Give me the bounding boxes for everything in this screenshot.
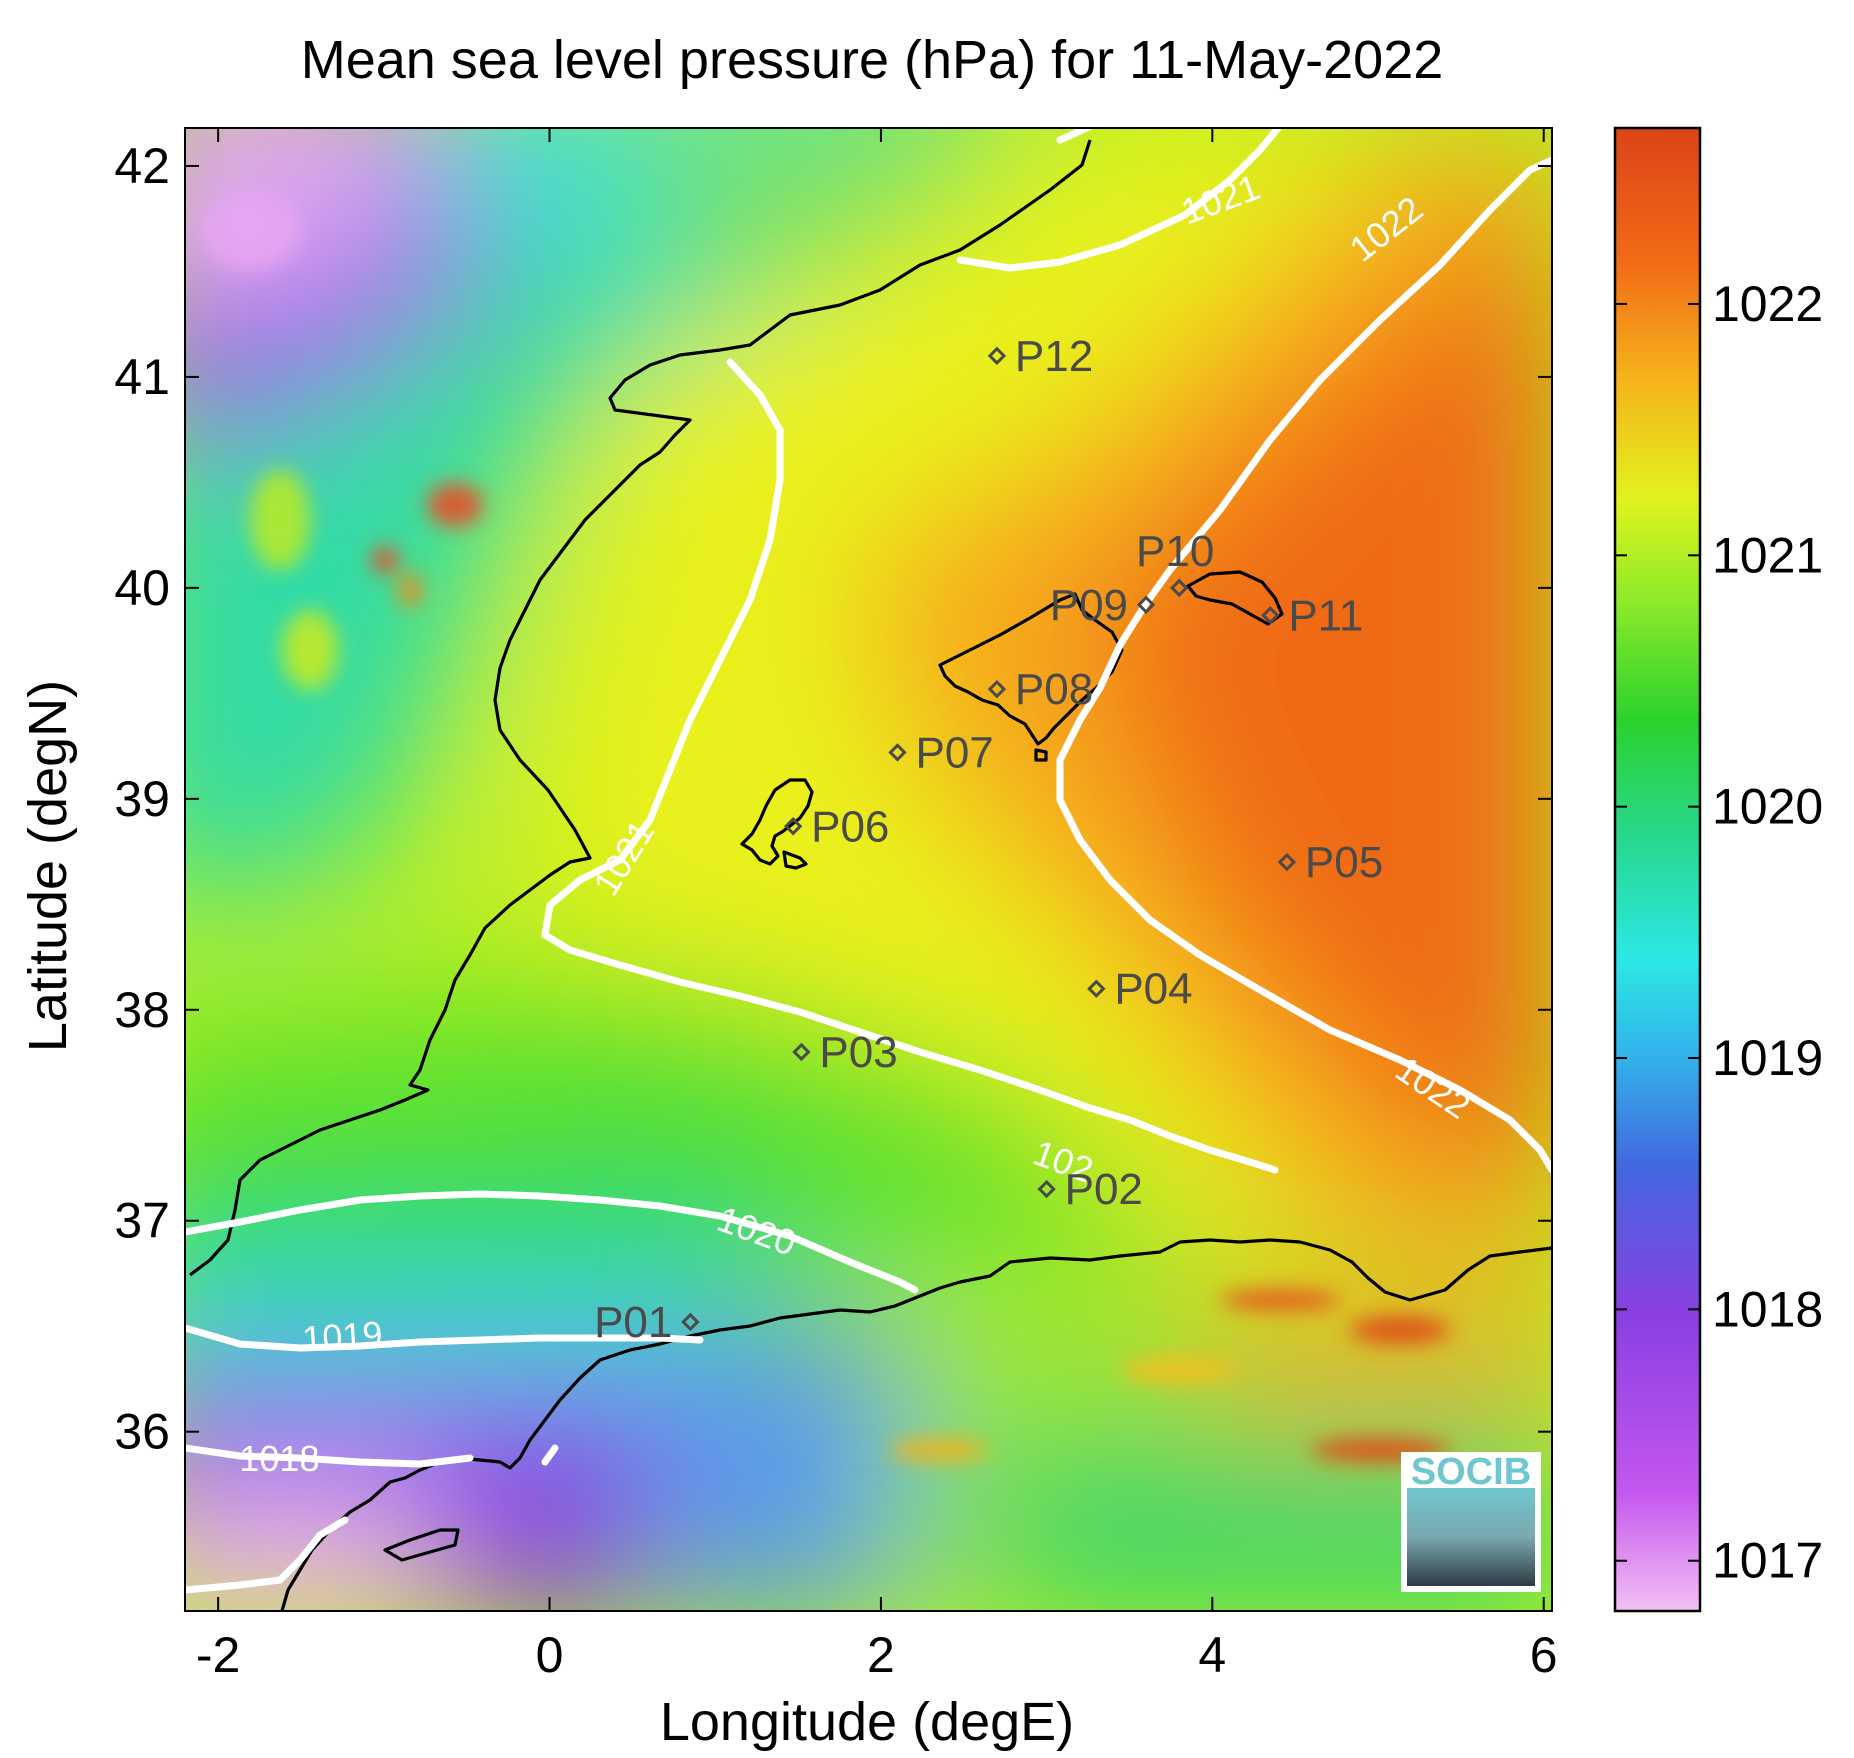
socib-logo: SOCIB <box>1401 1451 1541 1592</box>
station-label: P08 <box>1015 665 1093 714</box>
isobar-1022-east <box>1056 156 1552 1174</box>
x-tick-label: 4 <box>1198 1627 1226 1683</box>
station-label: P04 <box>1114 965 1192 1014</box>
station-label: P06 <box>811 802 889 851</box>
y-tick-label: 40 <box>114 560 170 616</box>
coastline-formentera <box>782 850 808 870</box>
station-label: P05 <box>1305 838 1383 887</box>
coastline-cabrera <box>1034 748 1048 762</box>
colorbar <box>1613 126 1702 1613</box>
coastline-mallorca <box>938 592 1124 746</box>
station-marker <box>792 1042 811 1062</box>
y-axis-ticks: 36 37 38 39 40 41 42 <box>114 138 1552 1460</box>
colorbar-tick-label: 1019 <box>1712 1030 1823 1086</box>
y-tick-label: 38 <box>114 982 170 1038</box>
station-label: P09 <box>1050 581 1128 630</box>
isobar-label: 1019 <box>301 1313 384 1359</box>
station-marker <box>1037 1179 1056 1199</box>
station-marker <box>1277 852 1297 872</box>
colorbar-tick-label: 1020 <box>1712 779 1823 835</box>
coastline-africa-north <box>280 1238 1552 1611</box>
station-marker <box>1169 578 1189 598</box>
x-tick-label: 2 <box>867 1627 895 1683</box>
station-marker <box>987 679 1007 699</box>
y-tick-label: 39 <box>114 771 170 827</box>
coastline-ibiza <box>740 778 814 866</box>
station-label: P11 <box>1288 591 1363 640</box>
isobar-1019 <box>185 1324 704 1352</box>
x-axis-label: Longitude (degE) <box>660 1692 1074 1752</box>
x-tick-label: -2 <box>196 1627 240 1683</box>
y-axis-label: Latitude (degN) <box>18 680 78 1052</box>
station-p05: P05 <box>1277 838 1383 887</box>
y-tick-label: 37 <box>114 1193 170 1249</box>
coastline-iberia-east <box>189 139 1092 1277</box>
isobar-layer <box>185 128 1552 1594</box>
station-p10: P10 <box>1136 527 1214 598</box>
station-marker <box>681 1312 700 1332</box>
station-label: P10 <box>1136 527 1214 576</box>
y-tick-label: 36 <box>114 1404 170 1460</box>
station-p06: P06 <box>783 802 889 851</box>
x-axis-ticks: -2 0 2 4 6 <box>196 128 1558 1683</box>
y-tick-label: 42 <box>114 138 170 194</box>
station-label: P01 <box>594 1298 672 1347</box>
station-p08: P08 <box>987 665 1093 714</box>
station-p09: P09 <box>1050 581 1156 630</box>
colorbar-ticks: 1017 1018 1019 1020 1021 1022 <box>1615 276 1823 1589</box>
socib-logo-text: SOCIB <box>1411 1451 1531 1493</box>
y-tick-label: 41 <box>114 349 170 405</box>
x-tick-label: 0 <box>536 1627 564 1683</box>
station-label: P03 <box>819 1028 897 1077</box>
station-marker <box>1087 979 1106 998</box>
isobar-1021-west <box>541 358 1279 1174</box>
station-marker <box>888 743 907 762</box>
station-p11: P11 <box>1261 591 1363 640</box>
isobar-1018 <box>185 1444 559 1468</box>
station-p03: P03 <box>792 1028 898 1077</box>
station-label: P07 <box>915 728 993 777</box>
x-tick-label: 6 <box>1530 1627 1558 1683</box>
station-p12: P12 <box>987 332 1093 381</box>
coastline-alboran <box>383 1528 460 1562</box>
station-marker <box>1261 606 1280 625</box>
colorbar-tick-label: 1017 <box>1712 1533 1823 1589</box>
station-marker <box>987 346 1007 366</box>
colorbar-tick-label: 1018 <box>1712 1281 1823 1337</box>
isobar-1021-north <box>956 128 1282 272</box>
colorbar-tick-label: 1021 <box>1712 527 1823 583</box>
isobar-1017 <box>185 1516 349 1594</box>
station-label: P02 <box>1065 1165 1143 1214</box>
isobar-1020 <box>185 1190 919 1294</box>
chart-title: Mean sea level pressure (hPa) for 11-May… <box>301 30 1444 90</box>
colorbar-gradient <box>1613 126 1702 1613</box>
station-marker <box>1136 595 1156 614</box>
station-p07: P07 <box>888 728 994 777</box>
plot-frame <box>184 127 1553 1612</box>
station-marker <box>783 817 803 836</box>
isobar-label: 1018 <box>239 1438 319 1479</box>
station-p01: P01 <box>594 1298 700 1347</box>
colorbar-tick-label: 1022 <box>1712 276 1823 332</box>
station-label: P12 <box>1015 332 1093 381</box>
station-p02: P02 <box>1037 1165 1143 1214</box>
station-p04: P04 <box>1087 965 1193 1014</box>
